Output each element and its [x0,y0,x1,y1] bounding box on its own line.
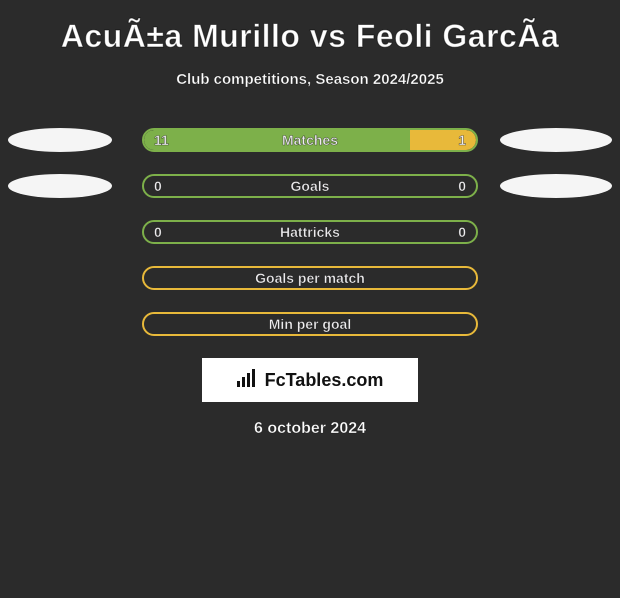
logo-text: FcTables.com [265,370,384,391]
stat-bar: Goals per match [142,266,478,290]
stat-label: Min per goal [144,316,476,332]
page-subtitle: Club competitions, Season 2024/2025 [0,71,620,88]
player-left-marker [8,128,112,152]
stat-row: 111Matches [0,128,620,152]
stat-bar: 00Hattricks [142,220,478,244]
bar-chart-icon [237,369,259,392]
page-title: AcuÃ±a Murillo vs Feoli GarcÃ­a [0,18,620,55]
stat-label: Goals per match [144,270,476,286]
site-logo: FcTables.com [202,358,418,402]
stat-row: 00Goals [0,174,620,198]
stat-label: Matches [144,132,476,148]
player-left-marker [8,174,112,198]
stat-rows: 111Matches 00Goals 00Hattricks Goals per ma… [0,128,620,336]
stat-row: 00Hattricks [0,220,620,244]
footer-date: 6 october 2024 [0,420,620,438]
stat-label: Goals [144,178,476,194]
player-right-marker [500,174,612,198]
stat-bar: 111Matches [142,128,478,152]
stat-row: Min per goal [0,312,620,336]
stat-row: Goals per match [0,266,620,290]
player-right-marker [500,128,612,152]
stat-bar: 00Goals [142,174,478,198]
stat-label: Hattricks [144,224,476,240]
stat-bar: Min per goal [142,312,478,336]
